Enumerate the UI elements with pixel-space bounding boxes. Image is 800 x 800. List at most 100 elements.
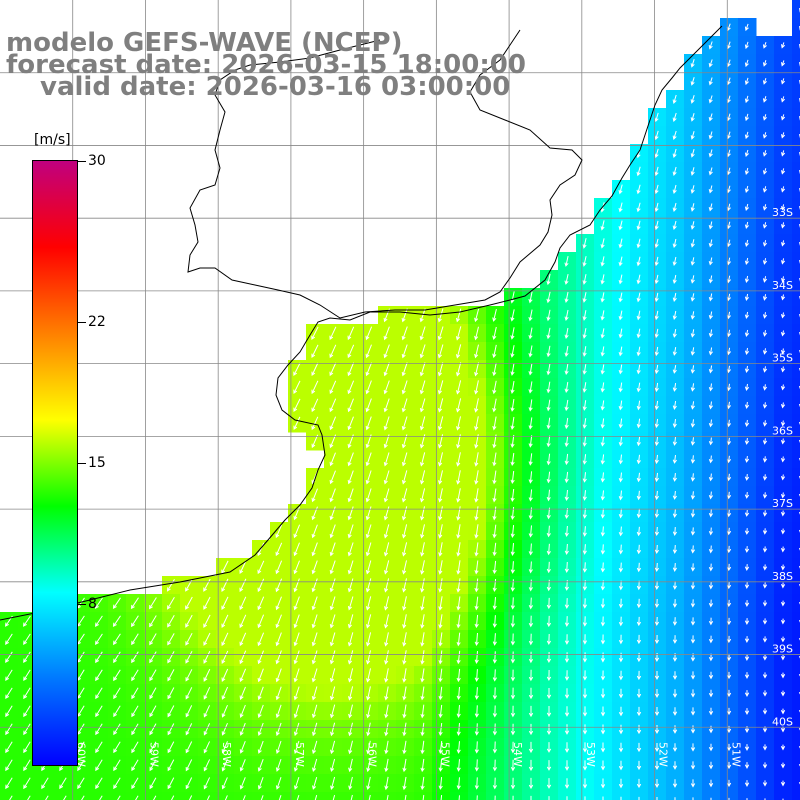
wind-arrow	[620, 796, 622, 800]
wind-arrow	[293, 524, 301, 539]
wind-arrow	[455, 308, 462, 323]
latitude-label: 38S	[772, 570, 793, 583]
wind-arrow	[420, 560, 425, 575]
wind-speed-cell	[792, 216, 800, 235]
wind-arrow	[636, 526, 642, 537]
wind-arrow	[365, 506, 372, 521]
wind-arrow	[113, 723, 121, 736]
wind-speed-cell	[792, 486, 800, 505]
wind-arrow	[690, 509, 696, 518]
wind-arrow	[438, 704, 443, 719]
wind-arrow	[312, 740, 318, 755]
wind-arrow	[690, 419, 695, 428]
wind-arrow	[618, 508, 623, 519]
wind-speed-cell	[198, 792, 217, 800]
wind-arrow	[762, 474, 768, 481]
wind-arrow	[456, 398, 462, 413]
wind-arrow	[170, 795, 175, 800]
wind-arrow	[221, 632, 229, 647]
wind-arrow	[131, 615, 139, 628]
wind-arrow	[510, 597, 515, 610]
wind-arrow	[690, 95, 695, 104]
wind-arrow	[167, 651, 175, 664]
wind-speed-cell	[792, 126, 800, 145]
wind-arrow	[744, 149, 749, 158]
colorbar-tick-label: 15	[88, 455, 106, 471]
wind-arrow	[293, 380, 301, 395]
wind-arrow	[780, 744, 786, 751]
wind-arrow	[438, 740, 443, 755]
wind-arrow	[744, 239, 749, 248]
wind-arrow	[95, 705, 103, 718]
wind-arrow	[203, 578, 211, 592]
wind-arrow	[762, 456, 768, 463]
wind-arrow	[762, 276, 768, 283]
wind-speed-cell	[36, 792, 55, 800]
wind-arrow	[582, 382, 587, 393]
wind-arrow	[383, 470, 390, 485]
wind-arrow	[564, 760, 570, 771]
wind-arrow	[708, 599, 714, 608]
wind-arrow	[131, 669, 139, 682]
wind-arrow	[492, 380, 497, 395]
wind-arrow	[474, 741, 479, 754]
wind-arrow	[23, 633, 31, 645]
wind-arrow	[365, 578, 372, 593]
wind-arrow	[780, 510, 786, 517]
wind-arrow	[492, 777, 498, 790]
wind-arrow	[383, 362, 390, 377]
wind-arrow	[564, 309, 569, 322]
wind-arrow	[781, 276, 786, 283]
wind-arrow	[564, 471, 569, 484]
wind-arrow	[510, 669, 516, 682]
wind-arrow	[744, 744, 750, 751]
wind-arrow	[113, 705, 121, 718]
wind-speed-cell	[342, 792, 361, 800]
wind-arrow	[654, 526, 660, 537]
wind-arrow	[203, 632, 211, 646]
wind-arrow	[780, 690, 786, 697]
wind-arrow	[438, 470, 443, 485]
wind-arrow	[636, 436, 641, 447]
wind-arrow	[744, 564, 750, 571]
wind-arrow	[221, 650, 229, 665]
wind-arrow	[474, 669, 479, 682]
wind-arrow	[329, 470, 336, 485]
wind-arrow	[510, 381, 515, 394]
wind-arrow	[348, 668, 354, 683]
wind-arrow	[438, 777, 443, 790]
wind-arrow	[710, 797, 712, 800]
wind-arrow	[311, 614, 318, 629]
wind-arrow	[618, 346, 623, 357]
wind-arrow	[726, 779, 732, 788]
wind-arrow	[510, 651, 516, 664]
wind-arrow	[528, 525, 533, 538]
wind-arrow	[672, 527, 678, 536]
wind-speed-cell	[90, 792, 109, 800]
wind-arrow	[636, 670, 642, 681]
wind-arrow	[564, 598, 570, 609]
wind-arrow	[672, 347, 677, 356]
wind-arrow	[474, 452, 479, 467]
wind-arrow	[762, 366, 768, 373]
colorbar-tick-label: 22	[88, 314, 106, 331]
wind-speed-cell	[792, 144, 800, 163]
wind-arrow	[600, 490, 605, 501]
wind-arrow	[600, 652, 606, 663]
wind-arrow	[744, 41, 749, 50]
wind-arrow	[474, 578, 479, 593]
wind-arrow	[329, 524, 336, 539]
wind-arrow	[726, 635, 732, 644]
wind-arrow	[672, 94, 677, 105]
wind-arrow	[762, 204, 768, 211]
wind-arrow	[582, 634, 588, 645]
wind-arrow	[152, 795, 157, 800]
wind-arrow	[600, 292, 605, 303]
wind-arrow	[690, 761, 696, 770]
wind-arrow	[420, 614, 425, 629]
wind-arrow	[708, 131, 713, 140]
wind-arrow	[492, 597, 497, 610]
wind-arrow	[762, 132, 768, 139]
wind-arrow	[618, 724, 624, 735]
wind-arrow	[618, 202, 623, 213]
